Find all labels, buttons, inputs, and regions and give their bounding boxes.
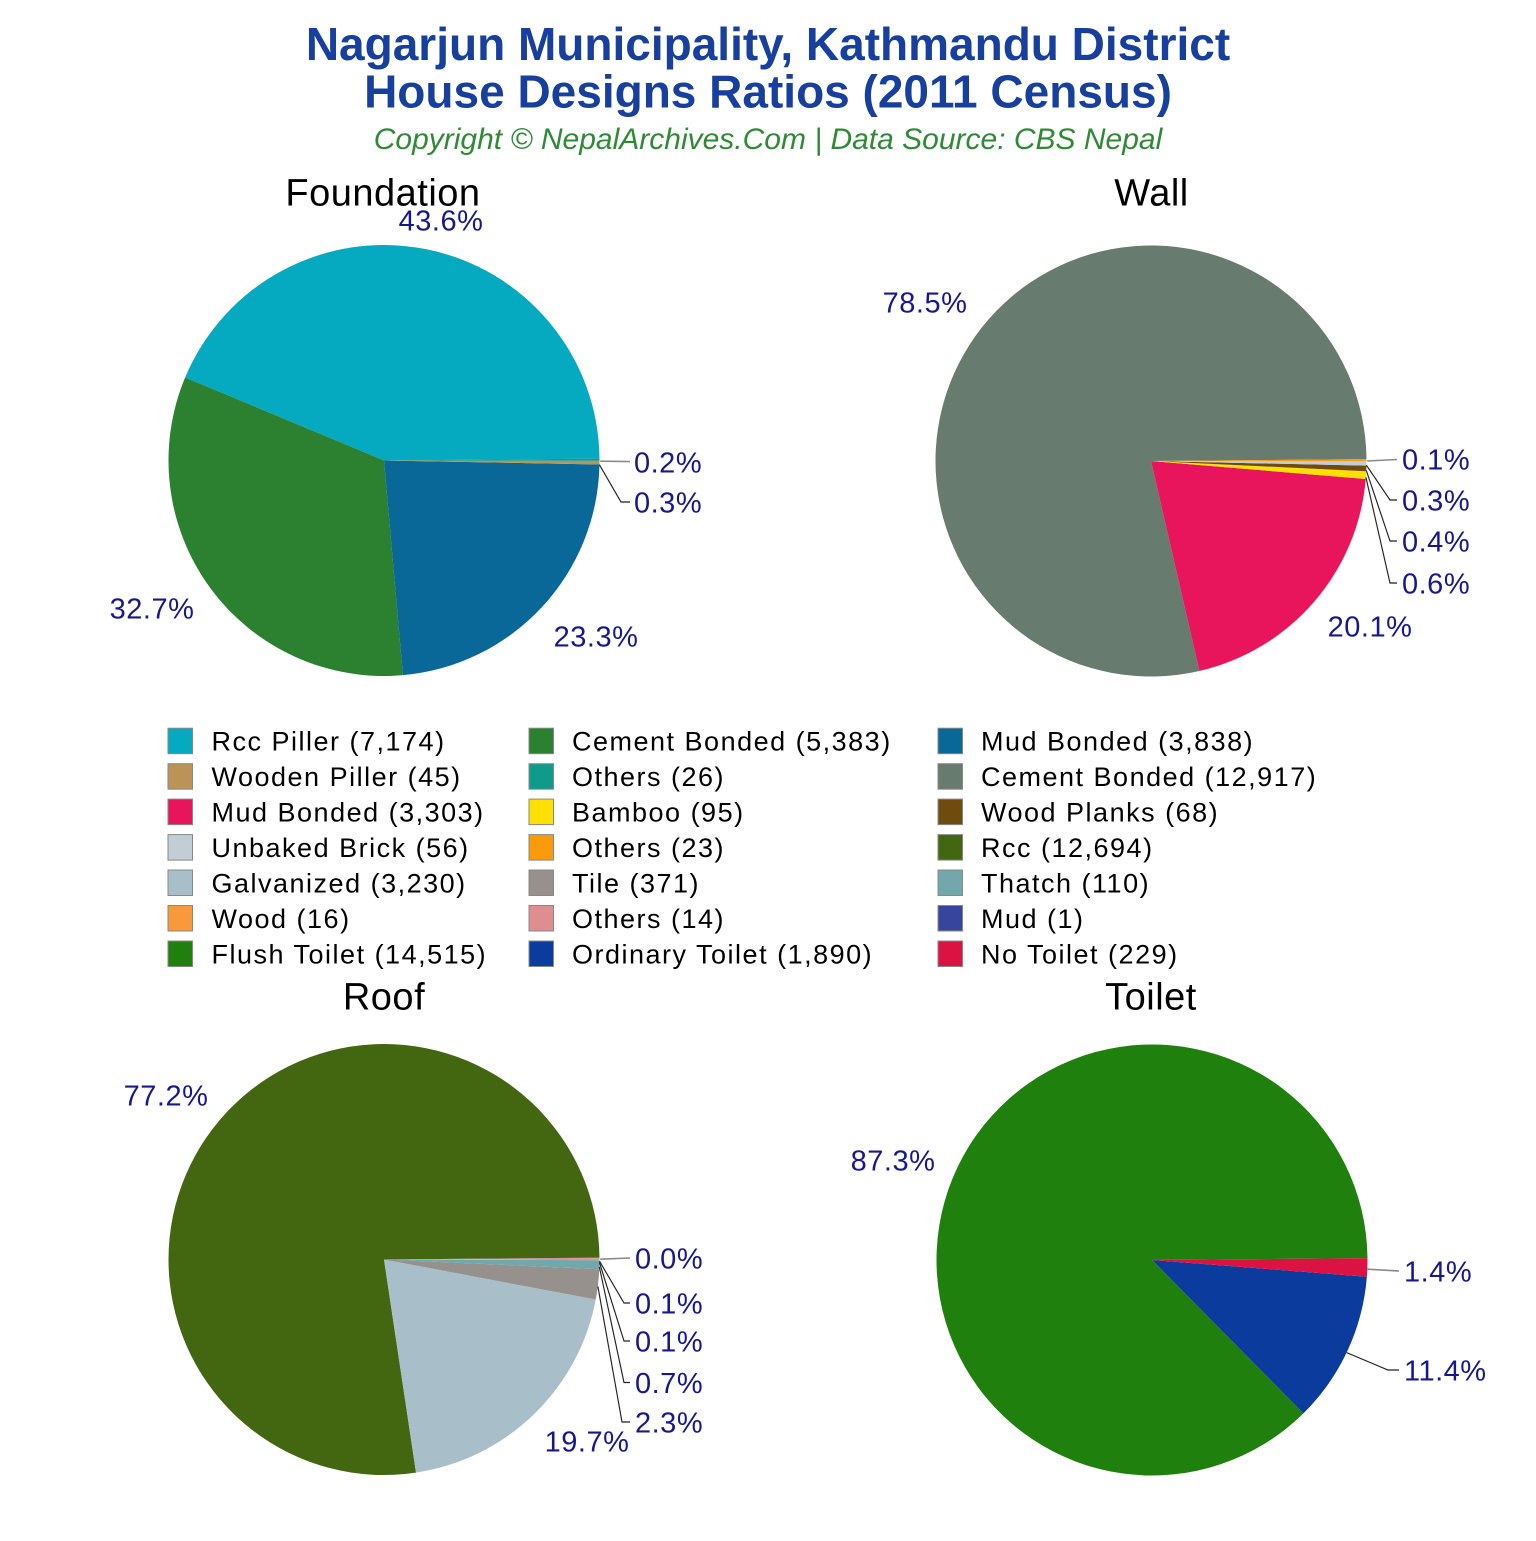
svg-text:Mud (1): Mud (1)	[981, 904, 1085, 934]
svg-text:23.3%: 23.3%	[554, 622, 639, 654]
svg-text:Others (23): Others (23)	[572, 833, 725, 863]
svg-text:Others (26): Others (26)	[572, 762, 725, 792]
svg-text:Others (14): Others (14)	[572, 904, 725, 934]
svg-text:0.2%: 0.2%	[634, 447, 702, 479]
svg-text:Wood Planks (68): Wood Planks (68)	[981, 798, 1219, 828]
svg-text:1.4%: 1.4%	[1404, 1257, 1472, 1289]
svg-text:43.6%: 43.6%	[399, 206, 484, 238]
svg-text:0.7%: 0.7%	[635, 1368, 703, 1400]
svg-text:Galvanized (3,230): Galvanized (3,230)	[212, 869, 467, 899]
svg-text:House Designs Ratios (2011 Cen: House Designs Ratios (2011 Census)	[364, 66, 1172, 118]
svg-text:Ordinary Toilet (1,890): Ordinary Toilet (1,890)	[572, 939, 873, 969]
svg-text:Tile (371): Tile (371)	[572, 869, 700, 899]
svg-text:Rcc Piller (7,174): Rcc Piller (7,174)	[212, 727, 446, 757]
svg-text:0.1%: 0.1%	[635, 1327, 703, 1359]
svg-text:11.4%: 11.4%	[1404, 1356, 1487, 1388]
svg-text:Wood (16): Wood (16)	[212, 904, 351, 934]
svg-text:Roof: Roof	[343, 977, 425, 1019]
svg-text:Cement Bonded (5,383): Cement Bonded (5,383)	[572, 727, 892, 757]
svg-text:Nagarjun Municipality, Kathman: Nagarjun Municipality, Kathmandu Distric…	[306, 18, 1230, 70]
svg-text:Foundation: Foundation	[285, 173, 480, 215]
svg-text:2.3%: 2.3%	[635, 1408, 703, 1440]
svg-text:78.5%: 78.5%	[883, 288, 968, 320]
svg-text:Toilet: Toilet	[1105, 977, 1197, 1019]
svg-text:Mud Bonded (3,303): Mud Bonded (3,303)	[212, 798, 485, 828]
svg-text:32.7%: 32.7%	[110, 594, 195, 626]
svg-text:0.1%: 0.1%	[1402, 445, 1470, 477]
svg-text:20.1%: 20.1%	[1328, 612, 1413, 644]
svg-text:Copyright © NepalArchives.Com: Copyright © NepalArchives.Com | Data Sou…	[374, 123, 1164, 156]
svg-text:Wall: Wall	[1114, 173, 1188, 215]
svg-text:Cement Bonded (12,917): Cement Bonded (12,917)	[981, 762, 1317, 792]
svg-text:19.7%: 19.7%	[545, 1427, 630, 1459]
svg-text:0.4%: 0.4%	[1402, 527, 1470, 559]
svg-text:87.3%: 87.3%	[851, 1146, 936, 1178]
svg-text:Bamboo (95): Bamboo (95)	[572, 798, 745, 828]
svg-text:Flush Toilet (14,515): Flush Toilet (14,515)	[212, 939, 488, 969]
svg-text:Wooden Piller (45): Wooden Piller (45)	[212, 762, 462, 792]
svg-text:0.6%: 0.6%	[1402, 569, 1470, 601]
svg-text:Thatch (110): Thatch (110)	[981, 869, 1150, 899]
svg-text:0.3%: 0.3%	[634, 487, 702, 519]
svg-text:No Toilet (229): No Toilet (229)	[981, 939, 1179, 969]
svg-text:0.3%: 0.3%	[1402, 486, 1470, 518]
svg-text:Mud Bonded (3,838): Mud Bonded (3,838)	[981, 727, 1254, 757]
svg-text:Rcc (12,694): Rcc (12,694)	[981, 833, 1154, 863]
svg-text:Unbaked Brick (56): Unbaked Brick (56)	[212, 833, 470, 863]
svg-text:77.2%: 77.2%	[124, 1081, 209, 1113]
svg-text:0.0%: 0.0%	[635, 1243, 703, 1275]
svg-text:0.1%: 0.1%	[635, 1289, 703, 1321]
